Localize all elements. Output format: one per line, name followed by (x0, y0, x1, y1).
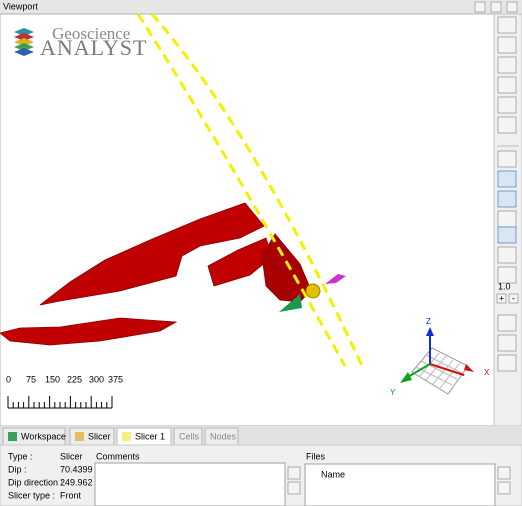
tool-button[interactable] (497, 16, 517, 34)
tab-icon (75, 432, 84, 441)
plus-button[interactable] (496, 293, 507, 304)
visibility-button[interactable] (506, 1, 518, 13)
axis-triad (400, 327, 474, 395)
tab-label: Slicer (88, 431, 111, 441)
scale-label: 225 (67, 374, 82, 384)
tool-button[interactable] (497, 226, 517, 244)
scale-bar: 0 75 150 225 300 375 (6, 374, 123, 409)
axis-label: X (484, 368, 490, 377)
tab-label: Nodes (210, 431, 237, 441)
plus-label: + (499, 293, 504, 303)
comments-label: Comments (96, 451, 140, 461)
tab-icon (8, 432, 17, 441)
property-name: Type : (8, 451, 33, 461)
tool-button[interactable] (497, 354, 517, 372)
slicer-handle[interactable] (279, 294, 302, 312)
tool-button[interactable] (497, 266, 517, 284)
surface (0, 202, 312, 346)
tool-button[interactable] (497, 56, 517, 74)
tool-button[interactable] (497, 96, 517, 114)
slicer-trace (150, 13, 365, 369)
property-value: Slicer (60, 451, 83, 461)
tabs: Workspace Slicer Slicer 1 Cells Nodes (2, 427, 239, 446)
add-button[interactable] (497, 466, 511, 480)
add-button[interactable] (287, 466, 301, 480)
scale-label: 150 (45, 374, 60, 384)
tool-button[interactable] (497, 76, 517, 94)
comments-box[interactable] (94, 462, 286, 506)
tool-button[interactable] (497, 36, 517, 54)
tool-button[interactable] (497, 116, 517, 134)
viewport-title: Viewport (3, 1, 38, 11)
axis-label: Z (426, 317, 431, 326)
tool-button[interactable] (497, 210, 517, 228)
tab-label: Cells (179, 431, 200, 441)
tool-button[interactable] (497, 334, 517, 352)
tool-button[interactable] (497, 190, 517, 208)
scale-label: 0 (6, 374, 11, 384)
slicer-handle[interactable] (305, 283, 321, 299)
tab-icon (122, 432, 131, 441)
title-bar (0, 0, 522, 14)
scale-label: 300 (89, 374, 104, 384)
tool-button[interactable] (497, 150, 517, 168)
remove-button[interactable] (497, 481, 511, 495)
logo (14, 28, 34, 56)
tab-label: Slicer 1 (135, 431, 165, 441)
tool-button[interactable] (497, 314, 517, 332)
property-name: Dip direction : (8, 477, 63, 487)
slicer-trace (136, 13, 347, 367)
property-value: Front (60, 490, 82, 500)
files-label: Files (306, 451, 326, 461)
property-name: Dip : (8, 464, 27, 474)
tab-label: Workspace (21, 431, 66, 441)
tool-button[interactable] (497, 246, 517, 264)
slicer-handle[interactable] (325, 274, 346, 284)
minus-button[interactable] (508, 293, 519, 304)
tool-button[interactable] (497, 170, 517, 188)
scale-label: 75 (26, 374, 36, 384)
logo-text: Geoscience (52, 24, 130, 43)
float-button[interactable] (474, 1, 486, 13)
property-value: 70.4399 (60, 464, 93, 474)
property-value: 249.962 (60, 477, 93, 487)
axis-label: Y (390, 388, 396, 397)
toolbar-buttons (497, 16, 519, 372)
scale-label: 375 (108, 374, 123, 384)
property-name: Slicer type : (8, 490, 55, 500)
remove-button[interactable] (287, 481, 301, 495)
minus-label: - (512, 293, 515, 303)
files-column: Name (321, 469, 345, 479)
zoom-value: 1.0 (498, 281, 511, 291)
logo-text: ANALYST (40, 35, 147, 60)
maximize-button[interactable] (490, 1, 502, 13)
files-box[interactable] (304, 463, 496, 506)
properties: Type : Slicer Dip : 70.4399 Dip direction :2… (8, 451, 93, 500)
